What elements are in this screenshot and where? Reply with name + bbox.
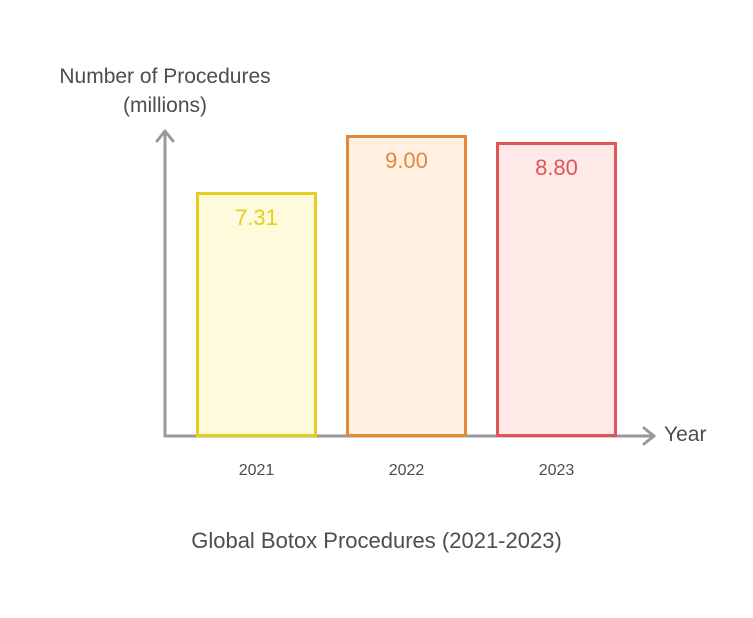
bar-value-label: 8.80 xyxy=(535,154,578,180)
bar-2021: 7.31 xyxy=(196,191,317,437)
y-axis-label-line-2: (millions) xyxy=(123,94,207,117)
x-axis-label: Year xyxy=(664,423,707,446)
bar-value-label: 7.31 xyxy=(235,204,278,230)
x-tick-label: 2022 xyxy=(388,462,425,479)
bar-2023: 8.80 xyxy=(496,141,617,437)
y-axis-arrow-icon xyxy=(155,129,175,143)
x-axis-arrow-icon xyxy=(642,426,656,446)
y-axis-label-line-1: Number of Procedures xyxy=(59,65,271,88)
x-tick-label: 2023 xyxy=(538,462,575,479)
x-tick-label: 2021 xyxy=(238,462,275,479)
y-axis-label: Number of Procedures (millions) xyxy=(20,62,310,120)
bar-value-label: 9.00 xyxy=(385,148,428,173)
bar-2022: 9.00 xyxy=(346,135,467,437)
chart-title: Global Botox Procedures (2021-2023) xyxy=(191,528,562,553)
